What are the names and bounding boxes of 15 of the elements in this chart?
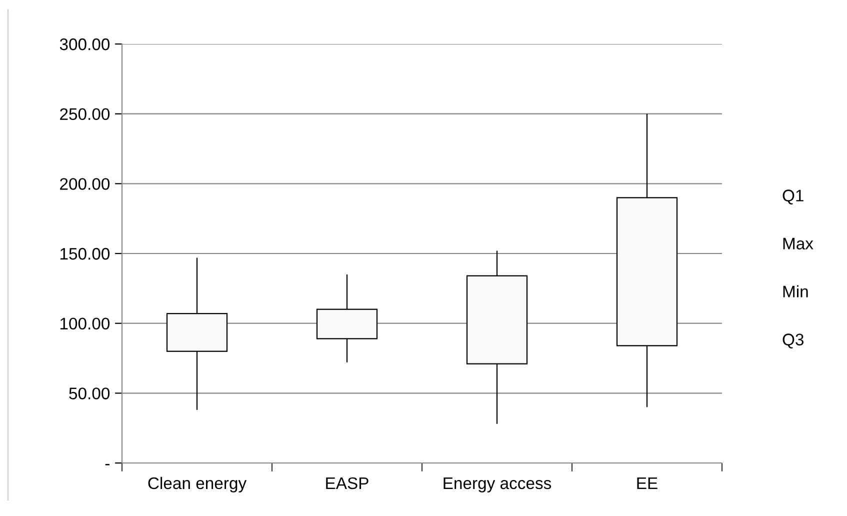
y-tick-label: 200.00 [60, 178, 110, 190]
y-tick-label: 50.00 [69, 388, 110, 400]
text: Q3 [782, 334, 804, 348]
y-tick-label: 300.00 [60, 38, 110, 50]
y-tick-label: 100.00 [60, 318, 110, 330]
x-tick-label: Energy access [444, 478, 552, 492]
x-tick-label: EE [637, 478, 658, 489]
y-tick-label: 250.00 [60, 108, 110, 120]
text: Min [783, 285, 808, 298]
text: Max [783, 238, 814, 250]
text: Q1 [782, 190, 804, 204]
x-tick-label: EASP [326, 477, 368, 490]
x-tick-label: Clean energy [148, 476, 247, 492]
y-tick-label: - [105, 464, 110, 466]
y-tick-label: 150.00 [60, 248, 110, 260]
